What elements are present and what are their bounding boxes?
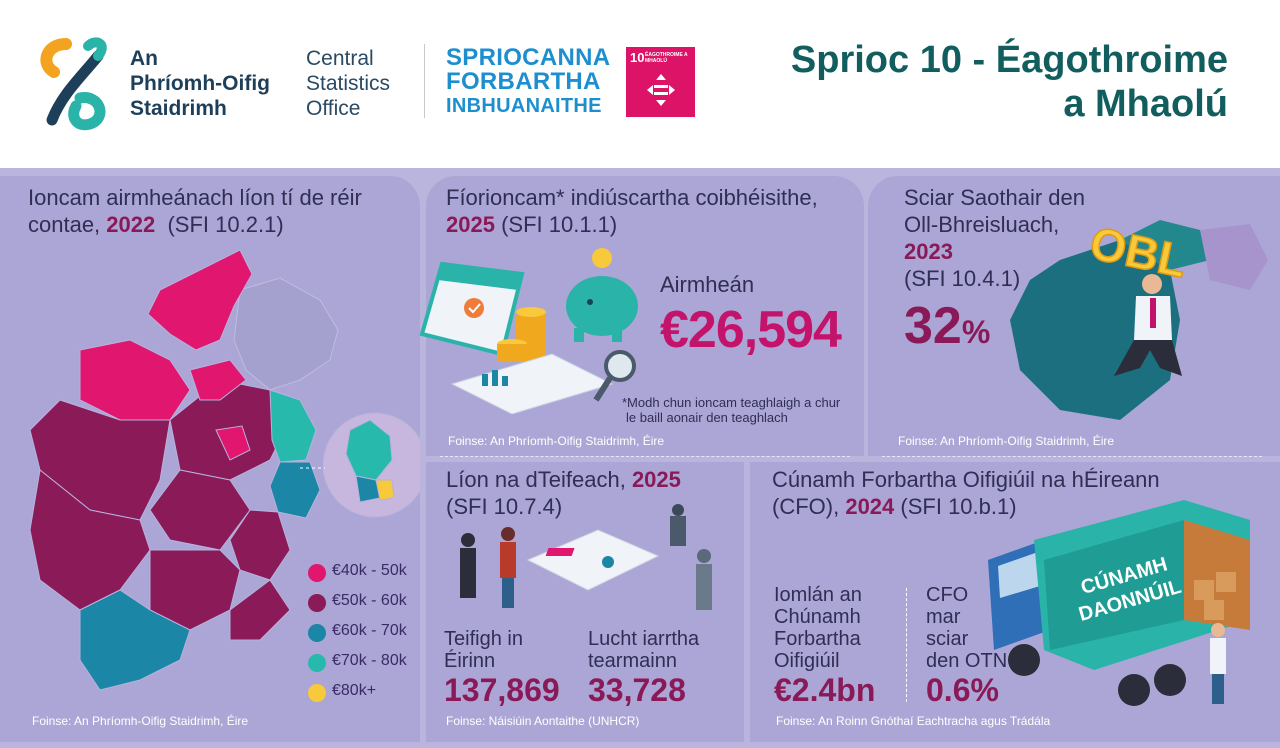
oda-total-label: Iomlán an Chúnamh Forbartha Oifigiúil xyxy=(774,584,862,672)
labour-share-title: Sciar Saothair den Oll-Bhreisluach, 2023… xyxy=(904,185,1085,291)
legend-item: €40k - 50k xyxy=(308,562,428,586)
source-labour-share: Foinse: An Phríomh-Oifig Staidrimh, Éire xyxy=(898,434,1115,448)
person-icon xyxy=(670,504,686,546)
truck-illustration: CÚNAMH DAONNÚIL xyxy=(988,500,1250,706)
person-icon xyxy=(460,533,476,598)
source-income-county: Foinse: An Phríomh-Oifig Staidrimh, Éire xyxy=(32,714,249,728)
person-icon xyxy=(696,549,712,610)
header-divider xyxy=(424,44,425,118)
divider-line xyxy=(882,456,1262,457)
income-county-title: Ioncam airmheánach líon tí de réir conta… xyxy=(28,185,362,237)
oda-title: Cúnamh Forbartha Oifigiúil na hÉireann (… xyxy=(772,467,1160,519)
average-value: €26,594 xyxy=(660,301,842,359)
source-refugees: Foinse: Náisiúin Aontaithe (UNHCR) xyxy=(446,714,640,728)
header: An Phríomh-Oifig Staidrimh Central Stati… xyxy=(0,0,1280,168)
cso-name-irish: An Phríomh-Oifig Staidrimh xyxy=(130,47,270,120)
disposable-income-title: Fíorioncam* indiúscartha coibhéisithe, 2… xyxy=(446,185,818,237)
refugees-value: 137,869 xyxy=(444,672,560,708)
oda-share-label: CFO mar sciar den OTN xyxy=(926,584,1008,672)
legend-item: €60k - 70k xyxy=(308,622,428,646)
savings-illustration xyxy=(419,248,638,414)
source-disposable-income: Foinse: An Phríomh-Oifig Staidrimh, Éire xyxy=(448,434,665,448)
coins-icon xyxy=(497,307,546,362)
income-footnote: *Modh chun ioncam teaghlaigh a chur le b… xyxy=(622,395,841,425)
sdg-logo-text: SPRIOCANNA FORBARTHA INBHUANAITHE xyxy=(446,44,611,118)
labour-share-value: 32% xyxy=(904,297,991,355)
cso-name-english: Central Statistics Office xyxy=(306,47,391,120)
legend-item: €50k - 60k xyxy=(308,592,428,616)
equality-icon xyxy=(647,74,675,106)
divider-line xyxy=(440,456,850,457)
labour-share-illustration: OBL xyxy=(1010,216,1268,420)
oda-total-value: €2.4bn xyxy=(774,672,876,708)
refugees-label: Teifigh in Éirinn xyxy=(444,628,523,672)
oda-divider xyxy=(906,588,907,702)
asylum-label: Lucht iarrtha tearmainn xyxy=(588,628,700,672)
oda-share-value: 0.6% xyxy=(926,672,999,708)
worker-icon xyxy=(1114,274,1182,376)
legend-swatch xyxy=(308,564,326,582)
refugees-illustration xyxy=(460,504,712,610)
page-title: Sprioc 10 - Éagothroime a Mhaolú xyxy=(790,39,1228,125)
sdg-10-badge: 10 ÉAGOTHROIME A MHAOLÚ xyxy=(626,47,695,117)
legend-item: €80k+ xyxy=(308,682,428,706)
person-icon xyxy=(1210,623,1226,704)
refugees-title: Líon na dTeifeach, 2025 (SFI 10.7.4) xyxy=(446,467,681,519)
legend-swatch xyxy=(308,624,326,642)
piggy-bank-icon xyxy=(566,248,638,342)
calendar-icon xyxy=(419,261,525,357)
legend-swatch xyxy=(308,594,326,612)
magnifier-icon xyxy=(593,350,636,402)
person-icon xyxy=(500,527,516,608)
cso-logo-icon xyxy=(40,37,107,131)
ireland-county-map xyxy=(29,250,420,691)
asylum-value: 33,728 xyxy=(588,672,686,708)
legend-item: €70k - 80k xyxy=(308,652,428,676)
legend-swatch xyxy=(308,684,326,702)
panel-refugees xyxy=(426,462,744,742)
average-label: Airmheán xyxy=(660,272,755,297)
legend-swatch xyxy=(308,654,326,672)
source-oda: Foinse: An Roinn Gnóthaí Eachtracha agus… xyxy=(776,714,1051,728)
